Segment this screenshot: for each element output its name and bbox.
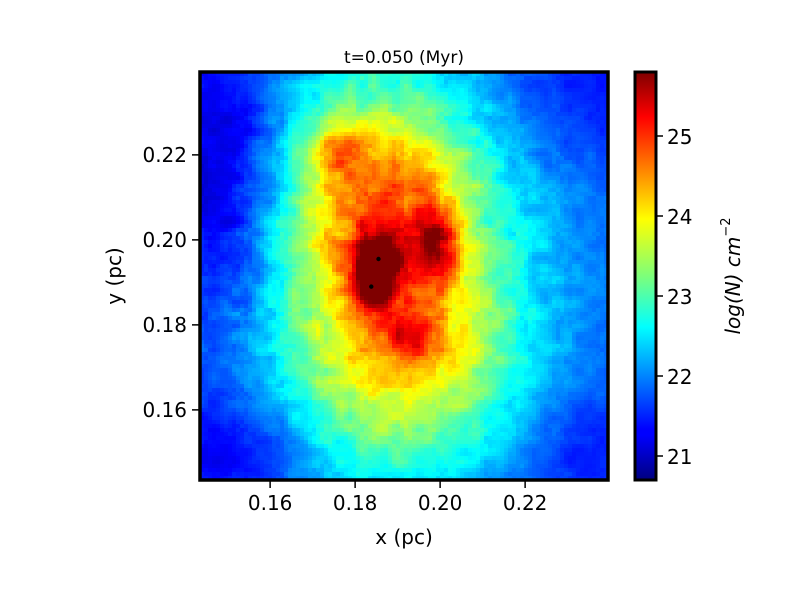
colorbar-label-exponent: −2 xyxy=(719,217,734,236)
heatmap-canvas xyxy=(200,72,608,480)
plot-frame xyxy=(198,70,610,482)
colorbar xyxy=(633,70,658,482)
x-axis-ticks: 0.16 0.18 0.20 0.22 xyxy=(248,480,548,515)
colorbar-tick-label: 22 xyxy=(667,365,692,389)
x-tick-label: 0.16 xyxy=(248,491,293,515)
y-tick-label: 0.18 xyxy=(142,313,187,337)
colorbar-ticks: 21 22 23 24 25 xyxy=(656,125,692,469)
chart-title: t=0.050 (Myr) xyxy=(344,48,464,68)
colorbar-tick-label: 23 xyxy=(667,285,692,309)
sink-markers xyxy=(369,256,381,289)
y-tick-label: 0.20 xyxy=(142,228,187,252)
colorbar-tick-label: 24 xyxy=(667,205,692,229)
sink-particle-marker xyxy=(376,256,381,262)
colorbar-label: log(N) cm−2 xyxy=(719,217,745,334)
colorbar-tick-label: 21 xyxy=(667,445,692,469)
y-axis-ticks: 0.16 0.18 0.20 0.22 xyxy=(142,143,200,422)
x-tick-label: 0.18 xyxy=(333,491,378,515)
colorbar-label-main: log(N) cm xyxy=(721,237,745,335)
y-axis-label: y (pc) xyxy=(102,247,126,305)
y-tick-label: 0.16 xyxy=(142,398,187,422)
x-axis-label: x (pc) xyxy=(375,525,433,549)
sink-particle-marker xyxy=(369,284,374,289)
y-tick-label: 0.22 xyxy=(142,143,187,167)
heatmap-plot-area xyxy=(200,72,608,480)
x-tick-label: 0.22 xyxy=(503,491,548,515)
x-tick-label: 0.20 xyxy=(418,491,463,515)
colorbar-tick-label: 25 xyxy=(667,125,692,149)
